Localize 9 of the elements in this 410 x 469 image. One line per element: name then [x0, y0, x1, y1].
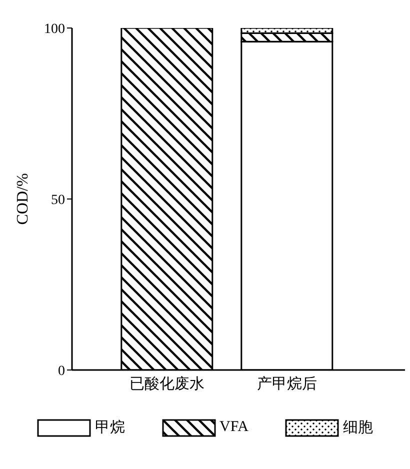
- x-tick-label: 已酸化废水: [130, 376, 204, 393]
- x-tick-label: 产甲烷后: [257, 376, 317, 393]
- y-tick-label: 100: [44, 22, 65, 37]
- legend-label: 甲烷: [94, 418, 125, 437]
- legend-label: 细胞: [343, 419, 374, 437]
- y-tick-label: 0: [58, 364, 65, 379]
- y-tick-label: 50: [51, 192, 65, 208]
- legend-label: VFA: [220, 419, 248, 436]
- y-axis-title: COD/%: [14, 173, 32, 225]
